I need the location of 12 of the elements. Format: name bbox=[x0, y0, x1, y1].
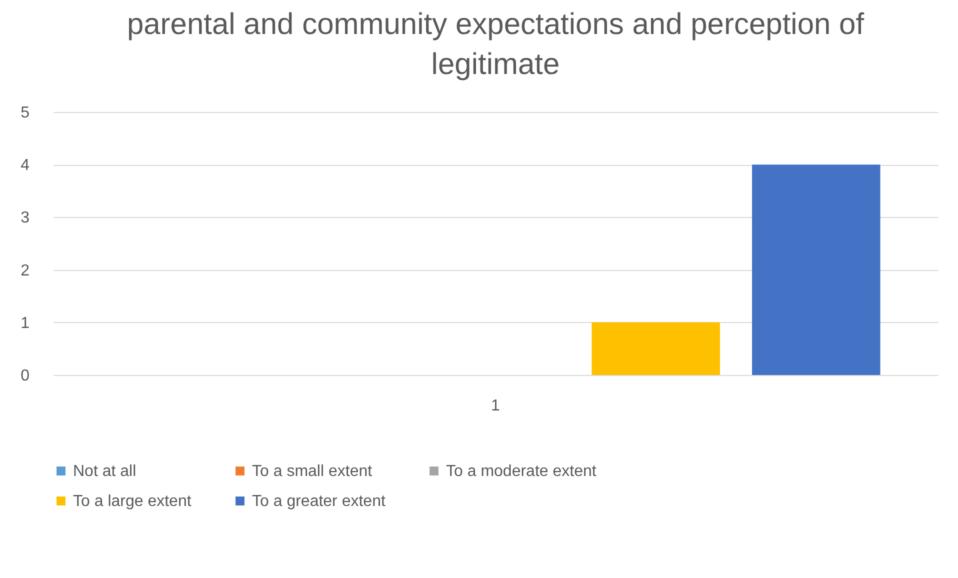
legend-label: Not at all bbox=[73, 463, 136, 480]
y-tick-label: 2 bbox=[20, 262, 30, 280]
y-tick-label: 5 bbox=[20, 104, 30, 122]
y-tick-label: 1 bbox=[20, 314, 30, 332]
legend-label: To a greater extent bbox=[252, 493, 386, 510]
y-tick-label: 4 bbox=[20, 157, 30, 174]
y-tick-label: 3 bbox=[20, 210, 30, 227]
legend-label: To a moderate extent bbox=[446, 463, 597, 480]
chart-title: parental and community expectations and perception of legitimate bbox=[126, 8, 865, 81]
legend-label: To a small extent bbox=[252, 463, 373, 480]
legend-label: To a large extent bbox=[73, 493, 192, 510]
y-tick-label: 0 bbox=[20, 368, 30, 384]
